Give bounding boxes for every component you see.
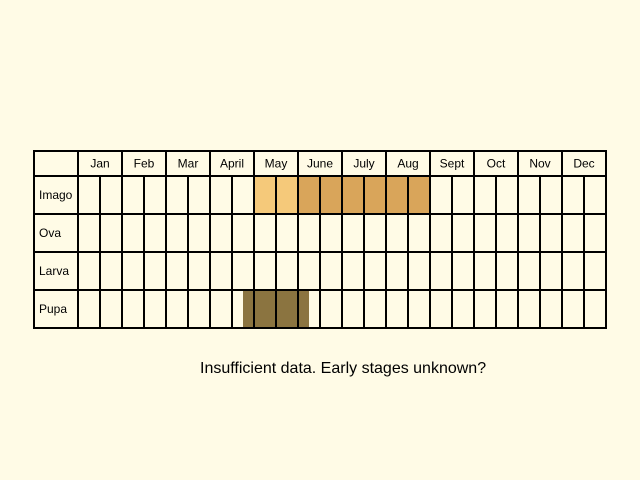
month-label: Mar (178, 157, 199, 171)
stage-label: Imago (39, 188, 73, 202)
chart-labels: Jan Feb Mar April May June July Aug Sept Oct Nov De… (39, 157, 595, 317)
chart-grid (33, 150, 607, 329)
month-label: April (220, 157, 244, 171)
month-label: June (307, 157, 333, 171)
month-label: Oct (487, 157, 506, 171)
month-label: Sept (440, 157, 465, 171)
month-label: Nov (529, 157, 550, 171)
month-label: Feb (134, 157, 155, 171)
month-label: Dec (573, 157, 594, 171)
month-label: Aug (397, 157, 418, 171)
month-label: May (265, 157, 288, 171)
stage-label: Ova (39, 226, 61, 240)
month-label: Jan (90, 157, 109, 171)
month-label: July (353, 157, 374, 171)
stage-label: Pupa (39, 302, 67, 316)
chart-note: Insufficient data. Early stages unknown? (200, 360, 487, 377)
stage-label: Larva (39, 264, 69, 278)
